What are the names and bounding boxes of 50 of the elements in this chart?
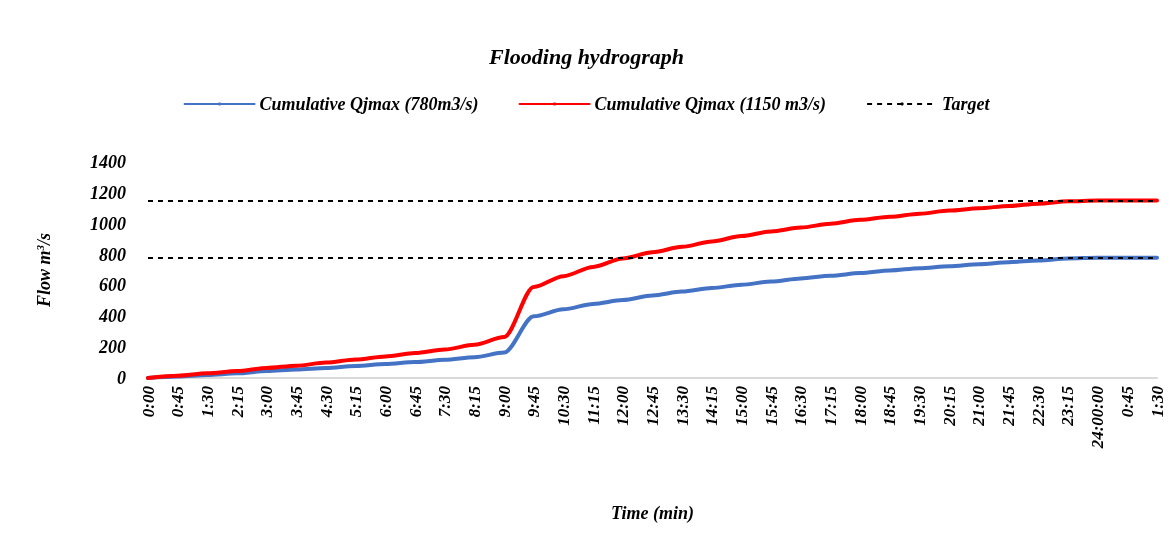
x-tick-label: 10:30	[553, 385, 573, 426]
x-tick-label: 0:00	[138, 385, 158, 418]
x-tick-label: 22:30	[1028, 385, 1048, 427]
x-tick-label: 12:45	[643, 385, 662, 426]
x-tick-label: 20:15	[939, 385, 959, 427]
x-tick-label: 21:00	[969, 385, 989, 427]
x-tick-label: 3:00	[257, 385, 277, 419]
y-tick-label: 400	[98, 306, 126, 327]
x-tick-label: 14:15	[702, 385, 722, 426]
y-tick-label: 0	[117, 368, 126, 388]
y-tick-label: 1200	[90, 182, 126, 203]
x-tick-label: 2:15	[227, 385, 247, 419]
x-tick-label: 23:15	[1058, 385, 1078, 427]
y-tick-label: 600	[99, 275, 126, 296]
y-tick-label: 1400	[90, 152, 126, 172]
x-tick-label: 19:30	[910, 385, 930, 426]
x-tick-label: 4:30	[316, 385, 336, 419]
legend-label: Target	[942, 94, 991, 114]
x-tick-label: 15:45	[761, 385, 781, 426]
x-tick-label: 6:00	[375, 385, 395, 418]
y-tick-label: 200	[98, 337, 126, 358]
x-tick-label: 9:00	[494, 385, 514, 418]
x-tick-label: 16:30	[791, 385, 811, 426]
y-tick-label: 800	[99, 244, 126, 265]
x-tick-label: 18:00	[850, 385, 870, 426]
x-tick-label: 17:15	[821, 385, 841, 426]
legend-label: Cumulative Qjmax (1150 m3/s)	[594, 94, 827, 115]
x-tick-label: 9:45	[524, 385, 544, 418]
x-axis-title: Time (min)	[611, 503, 694, 524]
y-tick-label: 1000	[90, 213, 126, 234]
legend-label: Cumulative Qjmax (780m3/s)	[259, 94, 479, 115]
x-tick-label: 11:15	[583, 385, 603, 425]
x-tick-label: 0:45	[168, 385, 188, 418]
x-tick-label: 24:00:00	[1088, 385, 1108, 450]
x-tick-label: 0:45	[1117, 385, 1137, 418]
x-tick-label: 1:30	[197, 385, 217, 418]
x-tick-label: 1:30	[1147, 385, 1167, 418]
x-tick-label: 6:45	[405, 385, 425, 418]
y-axis-title: Flow m3/s	[33, 232, 54, 309]
x-tick-label: 8:15	[464, 385, 484, 418]
chart-title: Flooding hydrograph	[488, 43, 684, 69]
x-tick-label: 13:30	[672, 385, 692, 426]
x-tick-label: 18:45	[880, 385, 900, 426]
line-series	[146, 198, 1159, 380]
x-tick-label: 7:30	[435, 385, 455, 418]
x-tick-label: 12:00	[613, 385, 633, 426]
x-tick-label: 21:45	[999, 385, 1019, 427]
x-tick-label: 5:15	[346, 385, 366, 418]
x-tick-label: 15:00	[732, 385, 752, 426]
x-tick-label: 3:45	[286, 385, 306, 419]
